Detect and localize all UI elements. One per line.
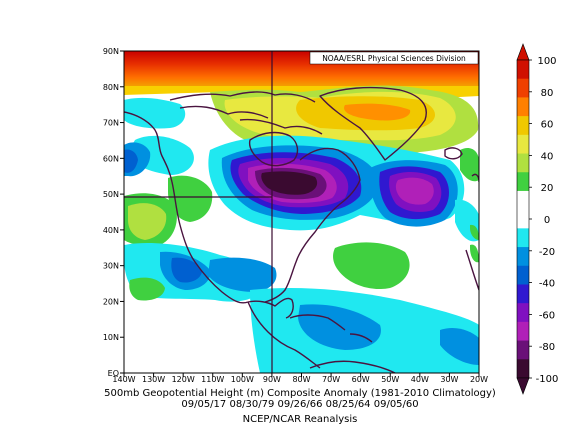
lon-tick-label: 80W — [292, 375, 310, 384]
lat-tick-label: 10N — [103, 333, 119, 342]
colorbar-tick-label: -60 — [539, 310, 555, 321]
lon-tick-label: 30W — [440, 375, 458, 384]
coastlines — [124, 86, 479, 373]
colorbar-segment — [517, 321, 529, 342]
lat-tick-label: 60N — [103, 154, 119, 163]
colorbar-tick-label: 20 — [541, 183, 554, 194]
colorbar-segment — [517, 303, 529, 323]
colorbar-ticks: 100 80 60 40 20 0 -20 -40 -60 -80 -100 — [529, 56, 558, 385]
lat-tick-label: 70N — [103, 119, 119, 128]
lat-tick-label: 80N — [103, 83, 119, 92]
caption-line-1: 500mb Geopotential Height (m) Composite … — [104, 388, 496, 399]
colorbar-bottom-arrow — [516, 377, 530, 395]
colorbar-tick-label: 100 — [537, 56, 556, 67]
colorbar-segment — [517, 60, 529, 80]
colorbar-segment — [517, 340, 529, 360]
colorbar-segment — [517, 134, 529, 155]
lat-tick-label: EQ — [108, 369, 119, 378]
map-field — [124, 51, 479, 373]
colorbar-tick-label: 40 — [541, 151, 554, 162]
colorbar-segment — [517, 97, 529, 117]
colorbar-segment — [517, 265, 529, 285]
colorbar-segment — [517, 359, 529, 379]
lon-tick-label: 120W — [172, 375, 195, 384]
caption-line-3: NCEP/NCAR Reanalysis — [242, 414, 358, 425]
lat-tick-label: 30N — [103, 262, 119, 271]
colorbar-segment — [517, 228, 529, 248]
colorbar-segment — [517, 116, 529, 136]
lat-tick-label: 20N — [103, 297, 119, 306]
lon-tick-label: 20W — [470, 375, 488, 384]
lon-tick-label: 50W — [381, 375, 399, 384]
colorbar-tick-label: -20 — [539, 247, 555, 258]
colorbar-segment — [517, 247, 529, 267]
lon-tick-label: 70W — [322, 375, 340, 384]
credit-box — [309, 51, 479, 65]
lon-tick-label: 90W — [263, 375, 281, 384]
lon-tick-label: 100W — [231, 375, 254, 384]
colorbar-tick-label: 60 — [541, 120, 554, 131]
credit-text: NOAA/ESRL Physical Sciences Division — [322, 54, 466, 63]
lon-tick-label: 110W — [201, 375, 224, 384]
colorbar-segment — [517, 190, 529, 211]
colorbar-segment — [517, 172, 529, 192]
longitude-axis: 140W 130W 120W 110W 100W 90W 80W 70W 60W 50W 40W 30… — [112, 373, 488, 384]
lat-tick-label: 50N — [103, 190, 119, 199]
colorbar-tick-label: -40 — [539, 279, 555, 290]
caption-line-2: 09/05/17 08/30/79 09/26/66 08/25/64 09/0… — [181, 399, 419, 410]
colorbar-segment — [517, 153, 529, 173]
lat-tick-label: 90N — [103, 47, 119, 56]
lon-tick-label: 40W — [411, 375, 429, 384]
colorbar-segment — [517, 209, 529, 229]
colorbar-tick-label: -80 — [539, 342, 555, 353]
latitude-axis: 90N 80N 70N 60N 50N 40N 30N 20N 10N EQ — [103, 47, 124, 378]
colorbar-top-arrow — [516, 43, 530, 61]
lon-tick-label: 60W — [352, 375, 370, 384]
colorbar — [516, 43, 530, 395]
lon-tick-label: 130W — [142, 375, 165, 384]
lat-tick-label: 40N — [103, 226, 119, 235]
colorbar-segment — [517, 284, 529, 304]
lon-tick-label: 140W — [112, 375, 135, 384]
colorbar-tick-label: 0 — [544, 215, 550, 226]
colorbar-tick-label: -100 — [536, 374, 559, 385]
colorbar-segment — [517, 78, 529, 98]
colorbar-tick-label: 80 — [541, 88, 554, 99]
